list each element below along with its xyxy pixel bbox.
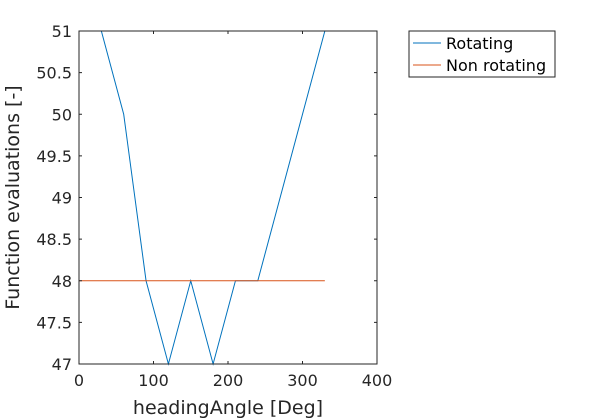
legend: Rotating Non rotating [408,30,556,78]
series-line-rotating [79,30,326,366]
y-tick-label: 49 [52,189,72,208]
x-tick-label: 0 [74,371,84,390]
y-tick-label: 49.5 [36,147,72,166]
x-axis-label: headingAngle [Deg] [133,397,323,419]
y-tick-label: 51 [52,22,72,41]
y-tick-label: 48.5 [36,230,72,249]
y-tick-label: 50.5 [36,64,72,83]
x-tick-label: 400 [362,371,393,390]
plot-area [79,31,377,364]
y-axis-label: Function evaluations [-] [2,85,24,309]
x-tick-label: 200 [213,371,244,390]
y-tick-label: 48 [52,272,72,291]
legend-box [408,30,556,78]
legend-label-non-rotating: Non rotating [446,56,546,75]
x-axis-ticks: 0 100 200 300 400 [74,31,392,390]
y-tick-label: 50 [52,105,72,124]
legend-label-rotating: Rotating [446,34,513,53]
plot-background [79,31,377,364]
y-tick-label: 47 [52,355,72,374]
y-tick-label: 47.5 [36,313,72,332]
x-tick-label: 100 [138,371,169,390]
x-tick-label: 300 [287,371,318,390]
y-axis-ticks: 47 47.5 48 48.5 49 49.5 50 50.5 51 [36,22,377,374]
